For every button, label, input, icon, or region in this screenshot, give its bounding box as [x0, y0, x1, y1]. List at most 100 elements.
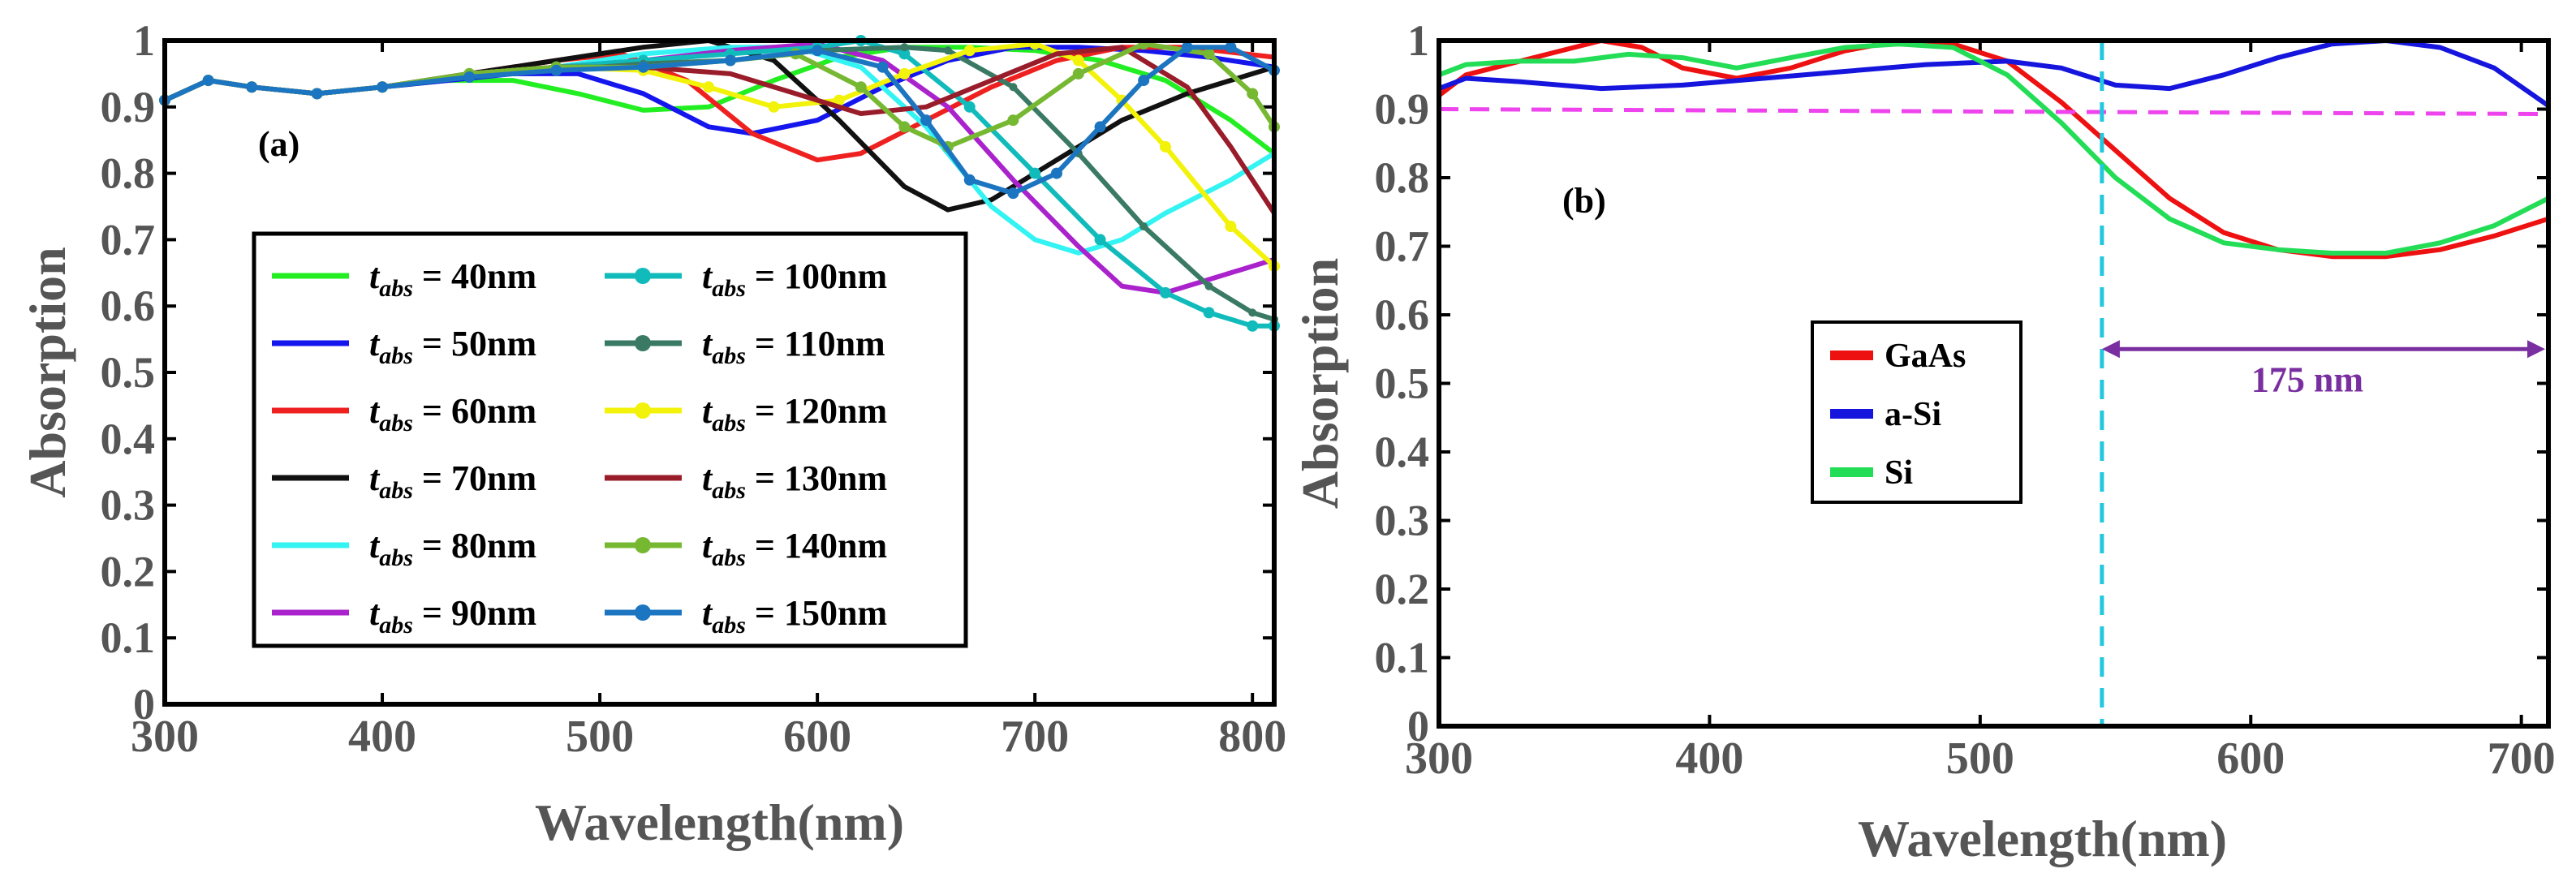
- panel-b-y-axis-label: Absorption: [1291, 258, 1349, 509]
- x-tick-label: 600: [783, 712, 851, 762]
- legend-entry-80nm: tabs = 80nm: [272, 526, 536, 571]
- y-tick-label: 0.3: [1375, 497, 1430, 545]
- legend-entry-150nm: tabs = 150nm: [605, 593, 887, 639]
- panel-b-legend: GaAs a-Si Si: [1811, 320, 2022, 504]
- legend-entry-100nm: tabs = 100nm: [605, 256, 887, 302]
- series-line-a-si: [1437, 38, 2551, 109]
- x-tick-label: 500: [1946, 733, 2014, 784]
- series-line-si: [1437, 41, 2551, 256]
- legend-entry-50nm: tabs = 50nm: [272, 324, 536, 369]
- data-point: [1248, 308, 1257, 317]
- y-tick-label: 0: [133, 680, 155, 729]
- y-tick-label: 0.2: [1375, 565, 1430, 613]
- legend-marker: [635, 335, 651, 351]
- data-point: [900, 43, 909, 52]
- x-tick-label: 700: [1001, 712, 1069, 762]
- data-point: [898, 48, 911, 60]
- data-point: [1139, 222, 1148, 231]
- x-tick-label: 800: [1218, 712, 1286, 762]
- data-point: [768, 101, 780, 113]
- legend-label: tabs = 60nm: [369, 391, 536, 437]
- legend-marker: [635, 537, 651, 553]
- x-tick-label: 400: [1675, 733, 1743, 784]
- data-point: [1009, 83, 1018, 92]
- data-point: [311, 88, 323, 100]
- y-tick-label: 0.1: [101, 613, 156, 662]
- series-line-150nm: [162, 45, 1277, 196]
- y-tick-label: 0: [1407, 702, 1429, 751]
- panel-b-label: (b): [1562, 181, 1606, 221]
- y-tick-label: 0.5: [1375, 359, 1430, 408]
- bandwidth-arrow-left-head: [2101, 340, 2120, 359]
- data-point: [963, 101, 976, 113]
- legend-label: tabs = 90nm: [369, 593, 536, 639]
- data-point: [1072, 54, 1084, 67]
- series-line-gaas: [1437, 38, 2551, 260]
- legend-entry-40nm: tabs = 40nm: [272, 256, 536, 302]
- data-point: [1007, 114, 1019, 127]
- data-point: [1247, 88, 1259, 100]
- panel-b-bandwidth-annotation: 175 nm: [2101, 340, 2545, 399]
- data-point: [812, 45, 824, 57]
- data-point: [1247, 320, 1259, 332]
- y-tick-label: 0.9: [101, 83, 156, 131]
- data-point: [1159, 286, 1171, 299]
- legend-entry-70nm: tabs = 70nm: [272, 458, 536, 504]
- data-point: [377, 81, 389, 93]
- panel-a-label: (a): [258, 124, 299, 164]
- data-point: [550, 64, 562, 76]
- data-point: [1050, 167, 1062, 179]
- data-point: [637, 61, 649, 73]
- data-point: [1204, 282, 1213, 290]
- data-point: [202, 75, 214, 87]
- data-point: [703, 81, 715, 93]
- x-tick-label: 300: [1405, 733, 1473, 784]
- y-tick-label: 0.6: [1375, 290, 1430, 339]
- data-point: [1094, 121, 1106, 133]
- legend-entry-gaas: GaAs: [1830, 338, 1966, 375]
- data-point: [1138, 75, 1150, 87]
- data-point: [943, 46, 952, 55]
- y-tick-label: 0.6: [101, 282, 156, 330]
- data-point: [898, 121, 911, 133]
- y-tick-label: 0.4: [1375, 428, 1430, 476]
- panel-a-y-axis-label: Absorption: [19, 247, 76, 497]
- data-point: [1181, 41, 1193, 54]
- legend-label: GaAs: [1885, 338, 1966, 375]
- data-point: [1203, 48, 1215, 60]
- data-point: [1225, 221, 1237, 233]
- x-tick-label: 600: [2216, 733, 2285, 784]
- legend-entry-si: Si: [1830, 454, 1913, 492]
- panel-b-axes-frame: [1437, 38, 2551, 729]
- series-line-80nm: [162, 45, 1277, 256]
- y-tick-label: 1: [1407, 16, 1429, 65]
- bandwidth-arrow-right-head: [2527, 340, 2545, 359]
- y-tick-label: 0.1: [1375, 634, 1430, 682]
- data-point: [920, 114, 933, 127]
- legend-marker: [635, 402, 651, 419]
- x-tick-label: 300: [131, 712, 199, 762]
- legend-label: tabs = 120nm: [702, 391, 887, 437]
- data-point: [1029, 167, 1041, 179]
- panel-b-ticks: 300 400 500 600 700 0 0.1 0.2 0.3 0.4 0.5 0.6 0.7 0.8…: [1375, 16, 2556, 784]
- threshold-line: [1438, 107, 2549, 116]
- data-point: [855, 81, 867, 93]
- legend-entry-a-si: a-Si: [1830, 396, 1941, 433]
- data-point: [246, 81, 258, 93]
- data-point: [963, 45, 976, 57]
- legend-label: tabs = 50nm: [369, 324, 536, 369]
- legend-entry-90nm: tabs = 90nm: [272, 593, 536, 639]
- data-point: [1072, 67, 1084, 80]
- x-tick-label: 700: [2488, 733, 2556, 784]
- y-tick-label: 1: [133, 16, 155, 65]
- legend-marker: [635, 604, 651, 621]
- y-tick-label: 0.3: [101, 481, 156, 530]
- panel-a-ticks: 300 400 500 600 700 800 0 0.1 0.2 0.3 0.4 0.5 0.6 0.7…: [101, 16, 1287, 762]
- y-tick-label: 0.7: [1375, 222, 1430, 271]
- data-point: [463, 71, 476, 83]
- data-point: [1203, 307, 1215, 319]
- panel-b-chart: 300 400 500 600 700 0 0.1 0.2 0.3 0.4 0.5 0.6 0.7 0.8…: [1291, 16, 2556, 867]
- data-point: [833, 94, 845, 106]
- data-point: [1094, 234, 1106, 246]
